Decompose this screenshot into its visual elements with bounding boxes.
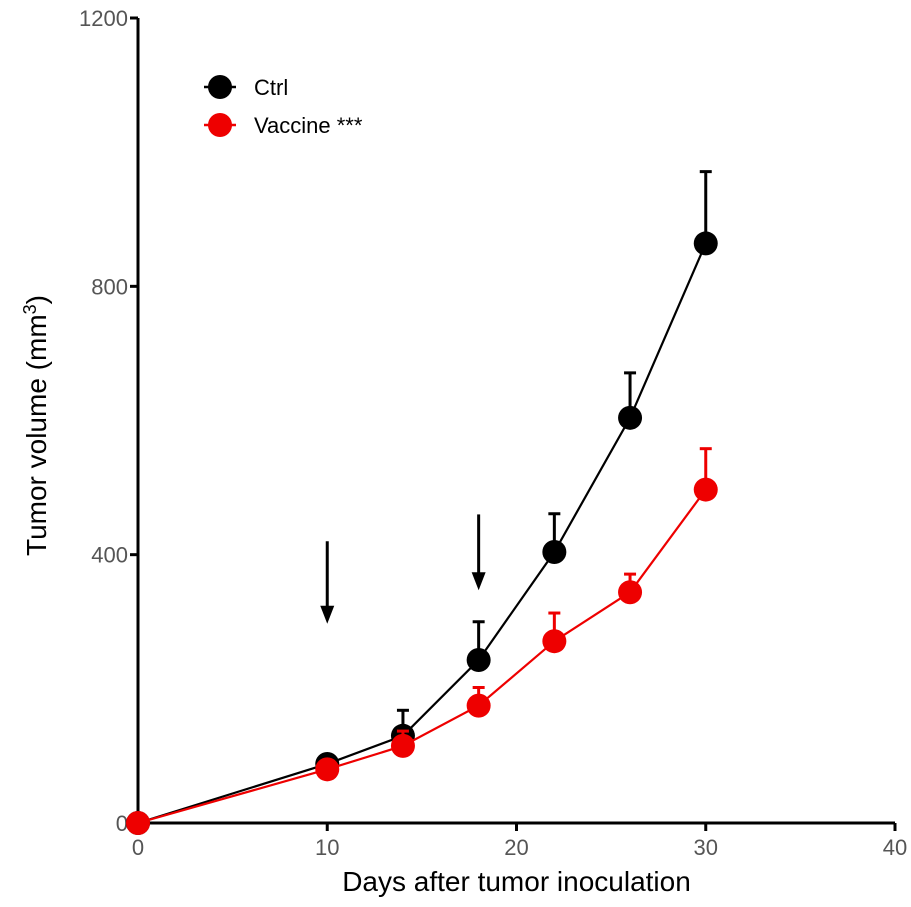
data-series [126,170,718,835]
data-point [466,647,491,672]
x-tick-label: 10 [315,835,339,860]
y-tick-label: 1200 [79,6,128,31]
y-axis-title: Tumor volume (mm3) [20,295,52,556]
data-point [466,693,491,718]
y-axis-title-main: Tumor volume (mm [21,314,52,556]
x-axis-title: Days after tumor inoculation [342,866,691,897]
data-point [693,231,718,256]
data-point [126,811,150,835]
x-tick-label: 0 [132,835,144,860]
legend-item: Ctrl [204,75,288,100]
arrow-annotations [320,514,486,624]
legend: Ctrl Vaccine *** [204,75,363,138]
y-tick-label: 0 [116,811,128,836]
data-point [390,733,415,758]
arrow-head [471,572,486,591]
legend-label: Ctrl [254,75,288,100]
x-tick-label: 30 [694,835,718,860]
y-tick-label: 800 [91,274,128,299]
x-tick-label: 40 [883,835,907,860]
data-point [315,757,340,782]
data-point [618,405,643,430]
arrow-head [320,605,335,624]
legend-label: Vaccine *** [254,113,363,138]
axes [136,18,895,825]
legend-marker [208,75,232,99]
data-point [542,629,567,654]
legend-item: Vaccine *** [204,113,363,138]
y-tick-label: 400 [91,543,128,568]
data-point [542,539,567,564]
y-axis-title-superscript: 3 [20,304,40,314]
y-axis-title-close: ) [21,295,52,304]
series-line [137,488,707,825]
legend-marker [208,113,232,137]
data-point [618,580,643,605]
series-vaccine [126,447,718,835]
x-tick-label: 20 [504,835,528,860]
data-point [693,477,718,502]
